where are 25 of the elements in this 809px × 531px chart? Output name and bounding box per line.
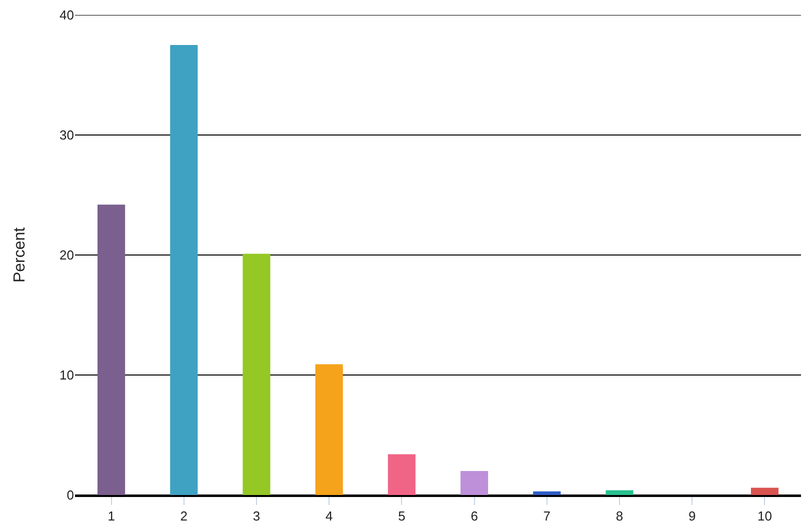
x-tick-label: 10	[757, 508, 772, 524]
y-tick-label: 10	[60, 368, 74, 383]
y-tick-label: 20	[60, 248, 74, 263]
bar	[315, 364, 343, 495]
bar	[388, 454, 416, 495]
bar	[460, 471, 488, 495]
bar	[98, 204, 126, 495]
x-tick-label: 8	[616, 508, 624, 524]
x-tick-label: 9	[688, 508, 696, 524]
y-tick-label: 40	[60, 8, 74, 23]
x-tick-label: 7	[543, 508, 551, 524]
x-tick-label: 3	[252, 508, 260, 524]
x-tick-label: 2	[180, 508, 188, 524]
bar	[533, 491, 561, 495]
bar	[170, 45, 198, 495]
y-axis-title: Percent	[11, 226, 28, 283]
x-tick-label: 5	[398, 508, 406, 524]
x-tick-label: 4	[325, 508, 333, 524]
bar	[606, 490, 634, 495]
x-tick-label: 6	[470, 508, 478, 524]
bar	[242, 254, 270, 495]
y-tick-label: 0	[66, 488, 74, 503]
y-tick-label: 30	[60, 128, 74, 143]
bar	[750, 488, 778, 495]
x-tick-label: 1	[108, 508, 115, 524]
